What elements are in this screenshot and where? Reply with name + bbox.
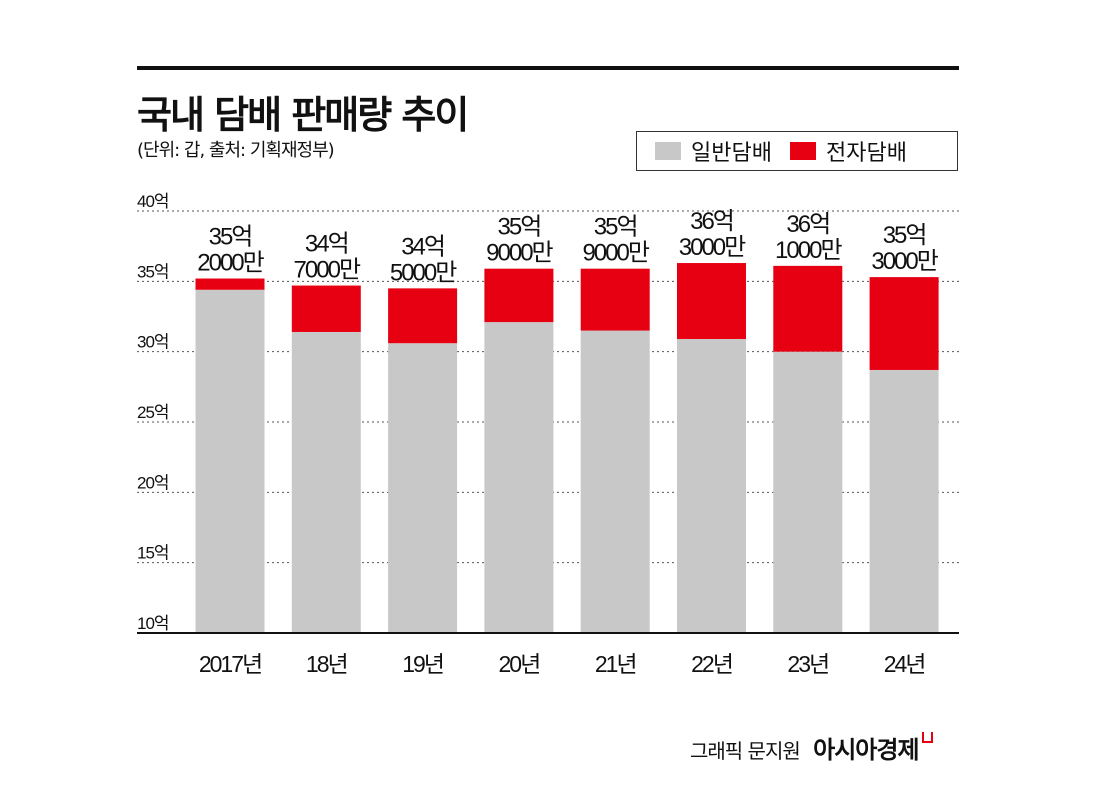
x-tick-label: 18년 bbox=[306, 651, 347, 677]
brand-logo-mark bbox=[921, 732, 933, 743]
total-label-line2: 3000만 bbox=[679, 234, 746, 261]
total-label-line2: 3000만 bbox=[871, 248, 938, 275]
x-tick-label: 23년 bbox=[787, 651, 828, 677]
bar-electronic bbox=[388, 288, 458, 344]
x-tick-label: 21년 bbox=[595, 651, 636, 677]
bar-electronic bbox=[773, 265, 843, 352]
chart-title: 국내 담배 판매량 추이 bbox=[137, 93, 469, 137]
chart-subtitle: (단위: 갑, 출처: 기획재정부) bbox=[137, 140, 335, 161]
bar-electronic bbox=[291, 285, 361, 332]
total-label-line1: 36억 bbox=[690, 208, 733, 235]
bar-general bbox=[869, 369, 939, 633]
total-label-line1: 34억 bbox=[401, 233, 444, 260]
bar-electronic bbox=[869, 277, 939, 370]
top-rule bbox=[137, 66, 959, 70]
bar-general bbox=[580, 330, 650, 633]
legend-swatch-general bbox=[655, 142, 681, 160]
bar-electronic bbox=[677, 263, 746, 340]
total-label-line1: 34억 bbox=[305, 231, 348, 258]
y-tick-label: 20억 bbox=[137, 473, 169, 492]
x-tick-label: 20년 bbox=[499, 651, 540, 677]
legend-label-electronic: 전자담배 bbox=[825, 141, 907, 166]
credit: 그래픽 문지원 아시아경제 bbox=[690, 730, 933, 765]
total-label-line2: 7000만 bbox=[294, 257, 361, 284]
x-tick-label: 22년 bbox=[691, 651, 732, 677]
bar-electronic bbox=[195, 278, 265, 290]
total-label-line2: 2000만 bbox=[197, 250, 264, 277]
bar-electronic bbox=[484, 268, 554, 323]
x-tick-label: 24년 bbox=[884, 651, 925, 677]
total-label-line1: 35억 bbox=[594, 214, 637, 241]
bar-general bbox=[388, 343, 458, 633]
y-tick-label: 40억 bbox=[137, 192, 169, 211]
bar-general bbox=[677, 339, 746, 633]
x-tick-label: 2017년 bbox=[199, 651, 261, 677]
total-label-line1: 35억 bbox=[498, 214, 541, 241]
y-tick-label: 35억 bbox=[137, 262, 169, 281]
total-label-line1: 35억 bbox=[209, 224, 252, 251]
y-tick-label: 30억 bbox=[137, 333, 169, 352]
y-tick-label: 10억 bbox=[137, 614, 169, 633]
total-label-line1: 36억 bbox=[786, 211, 829, 238]
total-label-line2: 5000만 bbox=[390, 259, 457, 286]
y-tick-label: 15억 bbox=[137, 544, 169, 563]
bar-general bbox=[291, 331, 361, 633]
bar-general bbox=[195, 289, 265, 633]
bar-general bbox=[773, 351, 843, 633]
legend-swatch-electronic bbox=[789, 142, 816, 160]
y-tick-label: 25억 bbox=[137, 403, 169, 422]
bar-electronic bbox=[580, 268, 650, 331]
total-label-line2: 1000만 bbox=[775, 237, 842, 264]
legend: 일반담배 전자담배 bbox=[636, 131, 958, 171]
x-tick-label: 19년 bbox=[402, 651, 443, 677]
total-label-line1: 35억 bbox=[883, 222, 926, 249]
bar-general bbox=[484, 322, 554, 633]
brand-logo: 아시아경제 bbox=[813, 736, 919, 764]
credit-author: 그래픽 문지원 bbox=[690, 739, 801, 763]
total-label-line2: 9000만 bbox=[582, 240, 649, 267]
total-label-line2: 9000만 bbox=[486, 240, 553, 267]
legend-label-general: 일반담배 bbox=[691, 141, 772, 166]
